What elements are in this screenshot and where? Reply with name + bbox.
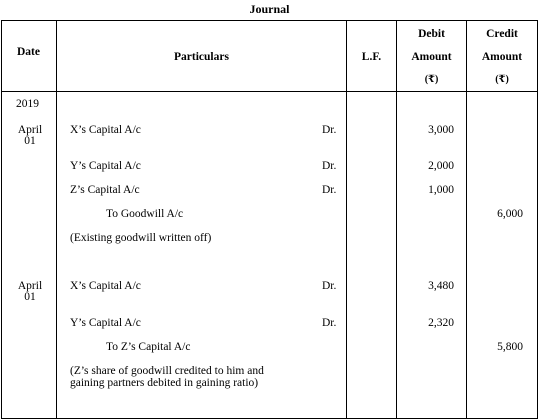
- entry2-line1-debit: 3,480: [428, 280, 454, 292]
- header-debit-line1: Debit: [418, 28, 445, 40]
- header-particulars: Particulars: [174, 51, 229, 63]
- entry2-line2-dr: Dr.: [322, 317, 337, 329]
- header-lf: L.F.: [361, 51, 382, 63]
- entry1-line4-credit: 6,000: [497, 208, 523, 220]
- entry2-line3-credit: 5,800: [497, 341, 523, 353]
- entry1-line1-dr: Dr.: [322, 124, 337, 136]
- entry2-line2-text: Y’s Capital A/c: [70, 317, 141, 329]
- entry1-line2-debit: 2,000: [428, 160, 454, 172]
- entry1-line3-text: Z’s Capital A/c: [70, 184, 140, 196]
- entry2-line1-dr: Dr.: [322, 280, 337, 292]
- journal-title: Journal: [249, 2, 290, 16]
- entry1-line2-dr: Dr.: [322, 160, 337, 172]
- entry1-line3-dr: Dr.: [322, 184, 337, 196]
- entry2-narration-line1: (Z’s share of goodwill credited to him a…: [70, 365, 264, 377]
- entry1-line4-text: To Goodwill A/c: [106, 208, 184, 220]
- header-credit-line3: (₹): [495, 74, 509, 85]
- entry2-line2-debit: 2,320: [428, 317, 454, 329]
- header-debit-line3: (₹): [424, 74, 439, 85]
- entry1-line2-text: Y’s Capital A/c: [70, 160, 141, 172]
- entry2-narration-line2: gaining partners debited in gaining rati…: [70, 377, 259, 389]
- header-credit-line2: Amount: [481, 51, 523, 63]
- header-date: Date: [17, 46, 40, 58]
- entry1-line3-debit: 1,000: [428, 184, 454, 196]
- year-label: 2019: [16, 98, 39, 110]
- entry1-narration: (Existing goodwill written off): [70, 232, 212, 244]
- entry2-date-day: 01: [24, 291, 36, 303]
- entry1-date-day: 01: [24, 135, 36, 147]
- entry1-date-month: April: [17, 124, 43, 136]
- header-debit-line2: Amount: [411, 51, 452, 63]
- header-credit-line1: Credit: [486, 28, 518, 40]
- entry1-line1-text: X’s Capital A/c: [70, 124, 141, 136]
- entry2-line1-text: X’s Capital A/c: [70, 280, 141, 292]
- entry2-date-month: April: [17, 280, 43, 292]
- entry2-line3-text: To Z’s Capital A/c: [106, 341, 191, 353]
- entry1-line1-debit: 3,000: [428, 124, 454, 136]
